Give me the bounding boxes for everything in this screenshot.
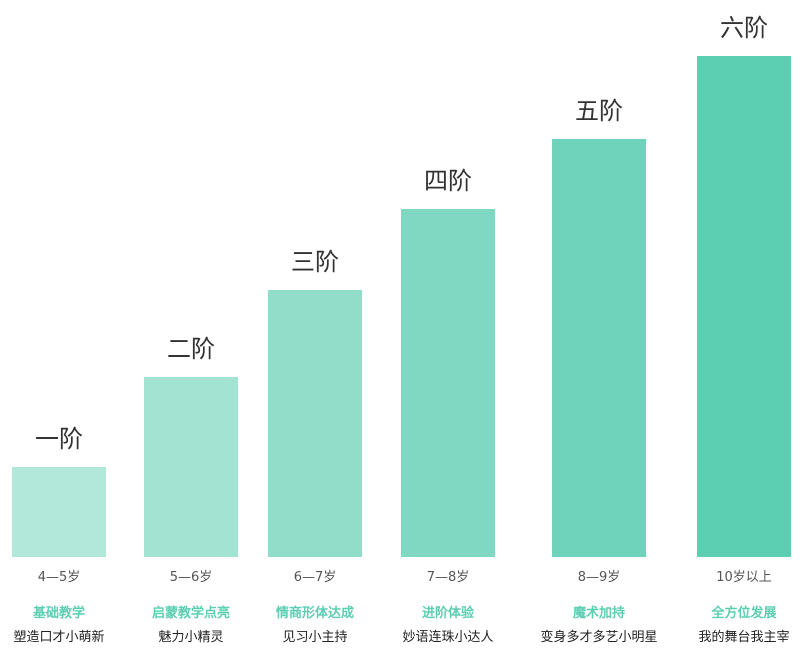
slogan-label-5: 变身多才多艺小明星: [540, 629, 657, 645]
age-label-6: 10岁以上: [716, 570, 772, 585]
stage-label-5: 魔术加持: [573, 605, 625, 621]
level-label-2: 二阶: [167, 335, 215, 363]
slogan-label-6: 我的舞台我主宰: [698, 629, 789, 645]
stage-label-1: 基础教学: [32, 605, 85, 621]
stage-label-4: 进阶体验: [422, 605, 475, 621]
level-label-5: 五阶: [575, 97, 623, 125]
age-label-4: 7—8岁: [427, 570, 470, 585]
level-label-1: 一阶: [35, 425, 83, 453]
stage-label-3: 情商形体达成: [276, 605, 354, 621]
slogan-label-1: 塑造口才小萌新: [13, 629, 104, 645]
bar-3: [268, 290, 362, 557]
bar-4: [401, 209, 495, 557]
age-label-5: 8—9岁: [578, 570, 621, 585]
level-label-3: 三阶: [291, 248, 339, 276]
level-label-6: 六阶: [720, 14, 768, 42]
slogan-label-2: 魅力小精灵: [158, 630, 223, 645]
stage-label-6: 全方位发展: [710, 605, 777, 621]
bar-1: [12, 467, 106, 557]
bar-6: [697, 56, 791, 557]
stage-label-2: 启蒙教学点亮: [152, 605, 230, 621]
level-label-4: 四阶: [424, 167, 472, 195]
slogan-label-3: 见习小主持: [282, 630, 347, 645]
slogan-label-4: 妙语连珠小达人: [402, 629, 493, 645]
age-label-1: 4—5岁: [38, 570, 81, 585]
age-label-3: 6—7岁: [294, 570, 337, 585]
bar-2: [144, 377, 238, 557]
bar-5: [552, 139, 646, 557]
age-label-2: 5—6岁: [170, 570, 213, 585]
